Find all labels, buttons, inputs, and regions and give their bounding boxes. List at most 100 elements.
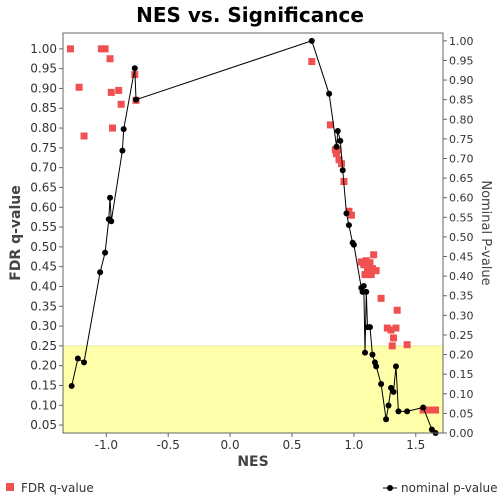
- fdr-point: [432, 406, 440, 414]
- fdr-point: [75, 83, 83, 91]
- y-right-axis-ticks: 0.00 0.05 0.10 0.15 0.20 0.25 0.30 0.35 0.40 0.45…: [443, 35, 474, 440]
- nominal-point: [333, 143, 340, 150]
- nominal-point: [119, 147, 126, 154]
- y-right-tick-label: 0.75: [449, 133, 474, 146]
- nominal-point: [404, 408, 411, 415]
- y-left-axis-ticks: 0.05 0.10 0.15 0.20 0.25 0.30 0.35 0.40 0.45 0.50…: [30, 42, 63, 432]
- chart-title: NES vs. Significance: [136, 3, 364, 27]
- nominal-point: [81, 359, 88, 366]
- y-left-tick-label: 0.75: [30, 141, 57, 155]
- fdr-point: [387, 326, 395, 334]
- nominal-point: [133, 96, 140, 103]
- y-right-tick-label: 0.85: [449, 94, 474, 107]
- nominal-point: [97, 269, 104, 276]
- y-right-tick-label: 0.05: [449, 407, 474, 420]
- x-axis-label: NES: [237, 454, 268, 470]
- nominal-point: [308, 37, 315, 44]
- fdr-point: [366, 259, 374, 267]
- nominal-point: [360, 282, 367, 289]
- fdr-point: [101, 45, 109, 53]
- y-right-tick-label: 0.55: [449, 211, 474, 224]
- y-right-axis-label: Nominal P-value: [478, 180, 493, 285]
- nominal-point: [428, 426, 435, 433]
- y-right-tick-label: 0.80: [449, 113, 474, 126]
- x-tick-label: -0.5: [157, 438, 180, 452]
- nominal-point: [339, 167, 346, 174]
- legend: FDR q-value nominal p-value: [6, 481, 497, 495]
- y-left-tick-label: 0.80: [30, 121, 57, 135]
- nominal-point: [107, 194, 114, 201]
- x-tick-label: -1.0: [95, 438, 118, 452]
- fdr-point: [338, 160, 346, 168]
- nominal-point: [363, 288, 370, 295]
- y-left-tick-label: 0.60: [30, 200, 57, 214]
- y-right-tick-label: 0.95: [449, 54, 474, 67]
- fdr-point: [117, 100, 125, 108]
- x-axis-ticks: -1.0 -0.5 0.0 0.5 1.0 1.5: [95, 433, 425, 452]
- fdr-point: [372, 267, 380, 275]
- y-right-tick-label: 0.30: [449, 309, 474, 322]
- nominal-point: [337, 137, 344, 144]
- nominal-point: [350, 241, 357, 248]
- fdr-point: [333, 150, 341, 158]
- y-left-tick-label: 0.95: [30, 62, 57, 76]
- plot-border: [62, 32, 444, 434]
- fdr-point: [66, 45, 74, 53]
- y-right-tick-label: 0.20: [449, 349, 474, 362]
- nominal-point: [373, 363, 380, 370]
- fdr-point: [370, 251, 378, 259]
- fdr-point: [424, 406, 432, 414]
- fdr-point: [106, 55, 114, 63]
- fdr-point: [115, 86, 123, 94]
- y-left-tick-label: 0.05: [30, 418, 57, 432]
- fdr-point: [377, 294, 385, 302]
- fdr-point: [345, 207, 353, 215]
- y-right-tick-label: 0.40: [449, 270, 474, 283]
- y-left-tick-label: 0.65: [30, 180, 57, 194]
- nominal-point: [378, 380, 385, 387]
- nominal-point: [108, 218, 115, 225]
- fdr-point: [393, 306, 401, 314]
- nominal-point: [74, 355, 81, 362]
- y-left-tick-label: 0.70: [30, 161, 57, 175]
- x-tick-label: 0.0: [221, 438, 240, 452]
- y-right-tick-label: 0.10: [449, 388, 474, 401]
- fdr-point: [335, 156, 343, 164]
- fdr-point: [347, 211, 355, 219]
- nominal-point: [68, 382, 75, 389]
- legend-label-nominal: nominal p-value: [401, 481, 497, 495]
- fdr-point: [97, 45, 105, 53]
- y-right-tick-label: 0.70: [449, 152, 474, 165]
- fdr-point: [326, 121, 334, 129]
- fdr-point: [360, 261, 368, 269]
- legend-label-fdr: FDR q-value: [21, 481, 94, 495]
- nominal-point: [343, 210, 350, 217]
- nominal-point: [392, 363, 399, 370]
- fdr-point: [362, 257, 370, 265]
- fdr-point: [308, 58, 316, 66]
- y-left-tick-label: 0.25: [30, 339, 57, 353]
- y-left-axis-label: FDR q-value: [8, 185, 24, 281]
- fdr-point: [109, 124, 117, 132]
- nominal-point: [390, 388, 397, 395]
- nominal-point: [369, 351, 376, 358]
- nominal-point: [420, 404, 427, 411]
- y-right-tick-label: 0.25: [449, 329, 474, 342]
- nominal-point: [385, 402, 392, 409]
- y-left-tick-label: 0.85: [30, 101, 57, 115]
- y-right-tick-label: 0.15: [449, 368, 474, 381]
- nominal-point: [326, 90, 333, 97]
- nominal-point: [362, 349, 369, 356]
- y-left-tick-label: 1.00: [30, 42, 57, 56]
- nominal-point: [395, 408, 402, 415]
- y-right-tick-label: 0.35: [449, 290, 474, 303]
- y-right-tick-label: 0.90: [449, 74, 474, 87]
- y-right-tick-label: 0.00: [449, 427, 474, 440]
- fdr-point: [403, 341, 411, 349]
- significance-highlight-band: [62, 345, 444, 434]
- y-right-tick-label: 0.60: [449, 192, 474, 205]
- nominal-point: [334, 128, 341, 135]
- nominal-point: [366, 324, 373, 331]
- y-left-tick-label: 0.40: [30, 279, 57, 293]
